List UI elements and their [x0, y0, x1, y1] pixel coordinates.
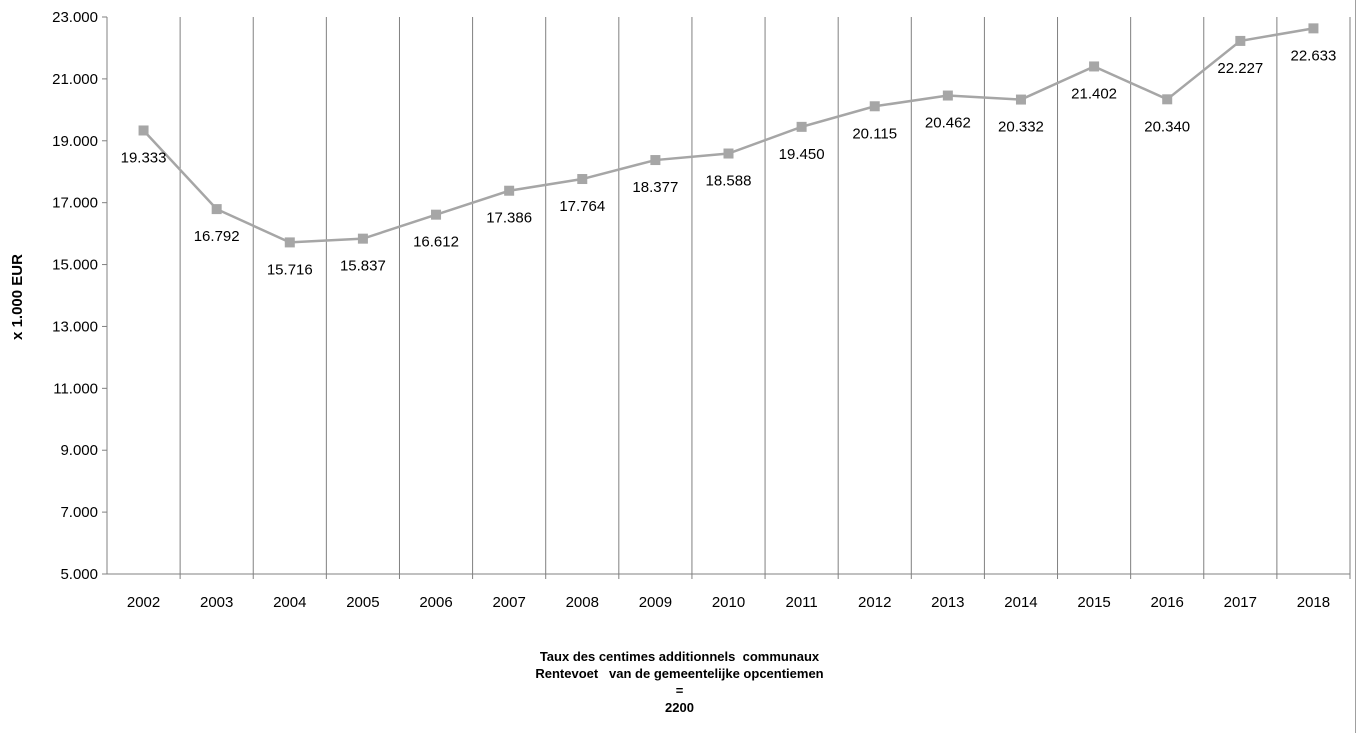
data-label: 22.227 — [1217, 60, 1263, 77]
data-point-marker — [723, 148, 734, 159]
y-tick-label: 13.000 — [52, 318, 98, 335]
data-label: 19.450 — [779, 146, 825, 163]
x-tick-label: 2002 — [127, 594, 160, 611]
x-tick-label: 2012 — [858, 594, 891, 611]
data-label: 18.588 — [706, 173, 752, 190]
data-label: 20.332 — [998, 119, 1044, 136]
data-label: 18.377 — [632, 179, 678, 196]
data-label: 21.402 — [1071, 85, 1117, 102]
x-tick-label: 2005 — [346, 594, 379, 611]
data-label: 22.633 — [1290, 47, 1336, 64]
x-tick-label: 2003 — [200, 594, 233, 611]
data-label: 15.716 — [267, 261, 313, 278]
y-tick-label: 15.000 — [52, 257, 98, 274]
x-tick-label: 2006 — [419, 594, 452, 611]
y-tick-label: 21.000 — [52, 71, 98, 88]
data-label: 17.764 — [559, 198, 605, 215]
y-tick-label: 11.000 — [53, 380, 98, 397]
gridlines — [179, 17, 1351, 579]
data-point-marker — [138, 125, 149, 136]
data-point-marker — [211, 204, 222, 215]
data-point-marker — [1308, 23, 1319, 34]
data-point-marker — [650, 155, 661, 166]
data-point-marker — [504, 185, 515, 196]
data-label: 19.333 — [121, 149, 167, 166]
data-point-marker — [796, 121, 807, 132]
x-tick-label: 2014 — [1004, 594, 1037, 611]
y-tick-label: 19.000 — [52, 133, 98, 150]
x-tick-label: 2016 — [1151, 594, 1184, 611]
data-label: 20.115 — [852, 125, 897, 142]
data-point-marker — [1089, 61, 1100, 72]
data-point-marker — [431, 209, 442, 220]
data-point-marker — [1235, 35, 1246, 46]
caption-line-equals: = — [675, 683, 684, 698]
y-axis-label: x 1.000 EUR — [9, 254, 26, 340]
x-tick-label: 2011 — [785, 594, 817, 611]
caption-line-fr: Taux des centimes additionnels communaux — [539, 649, 820, 664]
data-label: 20.340 — [1144, 118, 1190, 135]
data-point-marker — [1015, 94, 1026, 105]
x-tick-label: 2015 — [1077, 594, 1110, 611]
y-tick-label: 7.000 — [60, 504, 98, 521]
y-tick-labels: 5.000 7.000 9.000 11.000 13.000 15.000 17.000 1… — [52, 9, 98, 583]
caption-line-nl: Rentevoet van de gemeentelijke opcentiem… — [535, 666, 824, 681]
x-tick-labels: 2002 2003 2004 2005 2006 2007 2008 2009 2010 2011… — [127, 594, 1330, 611]
y-tick-label: 9.000 — [60, 442, 98, 459]
data-labels: 19.333 16.792 15.716 15.837 16.612 17.386 17.7… — [121, 47, 1337, 278]
series-line — [142, 27, 1314, 244]
x-tick-label: 2013 — [931, 594, 964, 611]
axes — [102, 16, 1350, 575]
chart-border — [1355, 0, 1356, 733]
chart-caption: Taux des centimes additionnels communaux… — [0, 648, 1359, 716]
data-label: 20.462 — [925, 115, 971, 132]
data-point-marker — [942, 90, 953, 101]
data-point-marker — [577, 174, 588, 185]
data-label: 16.792 — [194, 228, 240, 245]
data-label: 17.386 — [486, 210, 532, 227]
x-tick-label: 2009 — [639, 594, 672, 611]
y-tick-label: 17.000 — [52, 195, 98, 212]
data-point-marker — [1162, 94, 1173, 105]
x-tick-label: 2017 — [1224, 594, 1257, 611]
data-point-marker — [869, 101, 880, 112]
y-tick-label: 23.000 — [52, 9, 98, 26]
data-series — [138, 23, 1319, 248]
caption-line-rate: 2200 — [665, 700, 694, 715]
data-point-marker — [357, 233, 368, 244]
data-point-marker — [284, 237, 295, 248]
data-label: 15.837 — [340, 258, 386, 275]
x-tick-label: 2007 — [492, 594, 525, 611]
y-tick-label: 5.000 — [60, 566, 98, 583]
x-tick-label: 2018 — [1297, 594, 1330, 611]
x-tick-label: 2010 — [712, 594, 745, 611]
x-tick-label: 2008 — [566, 594, 599, 611]
x-tick-label: 2004 — [273, 594, 306, 611]
data-label: 16.612 — [413, 234, 459, 251]
